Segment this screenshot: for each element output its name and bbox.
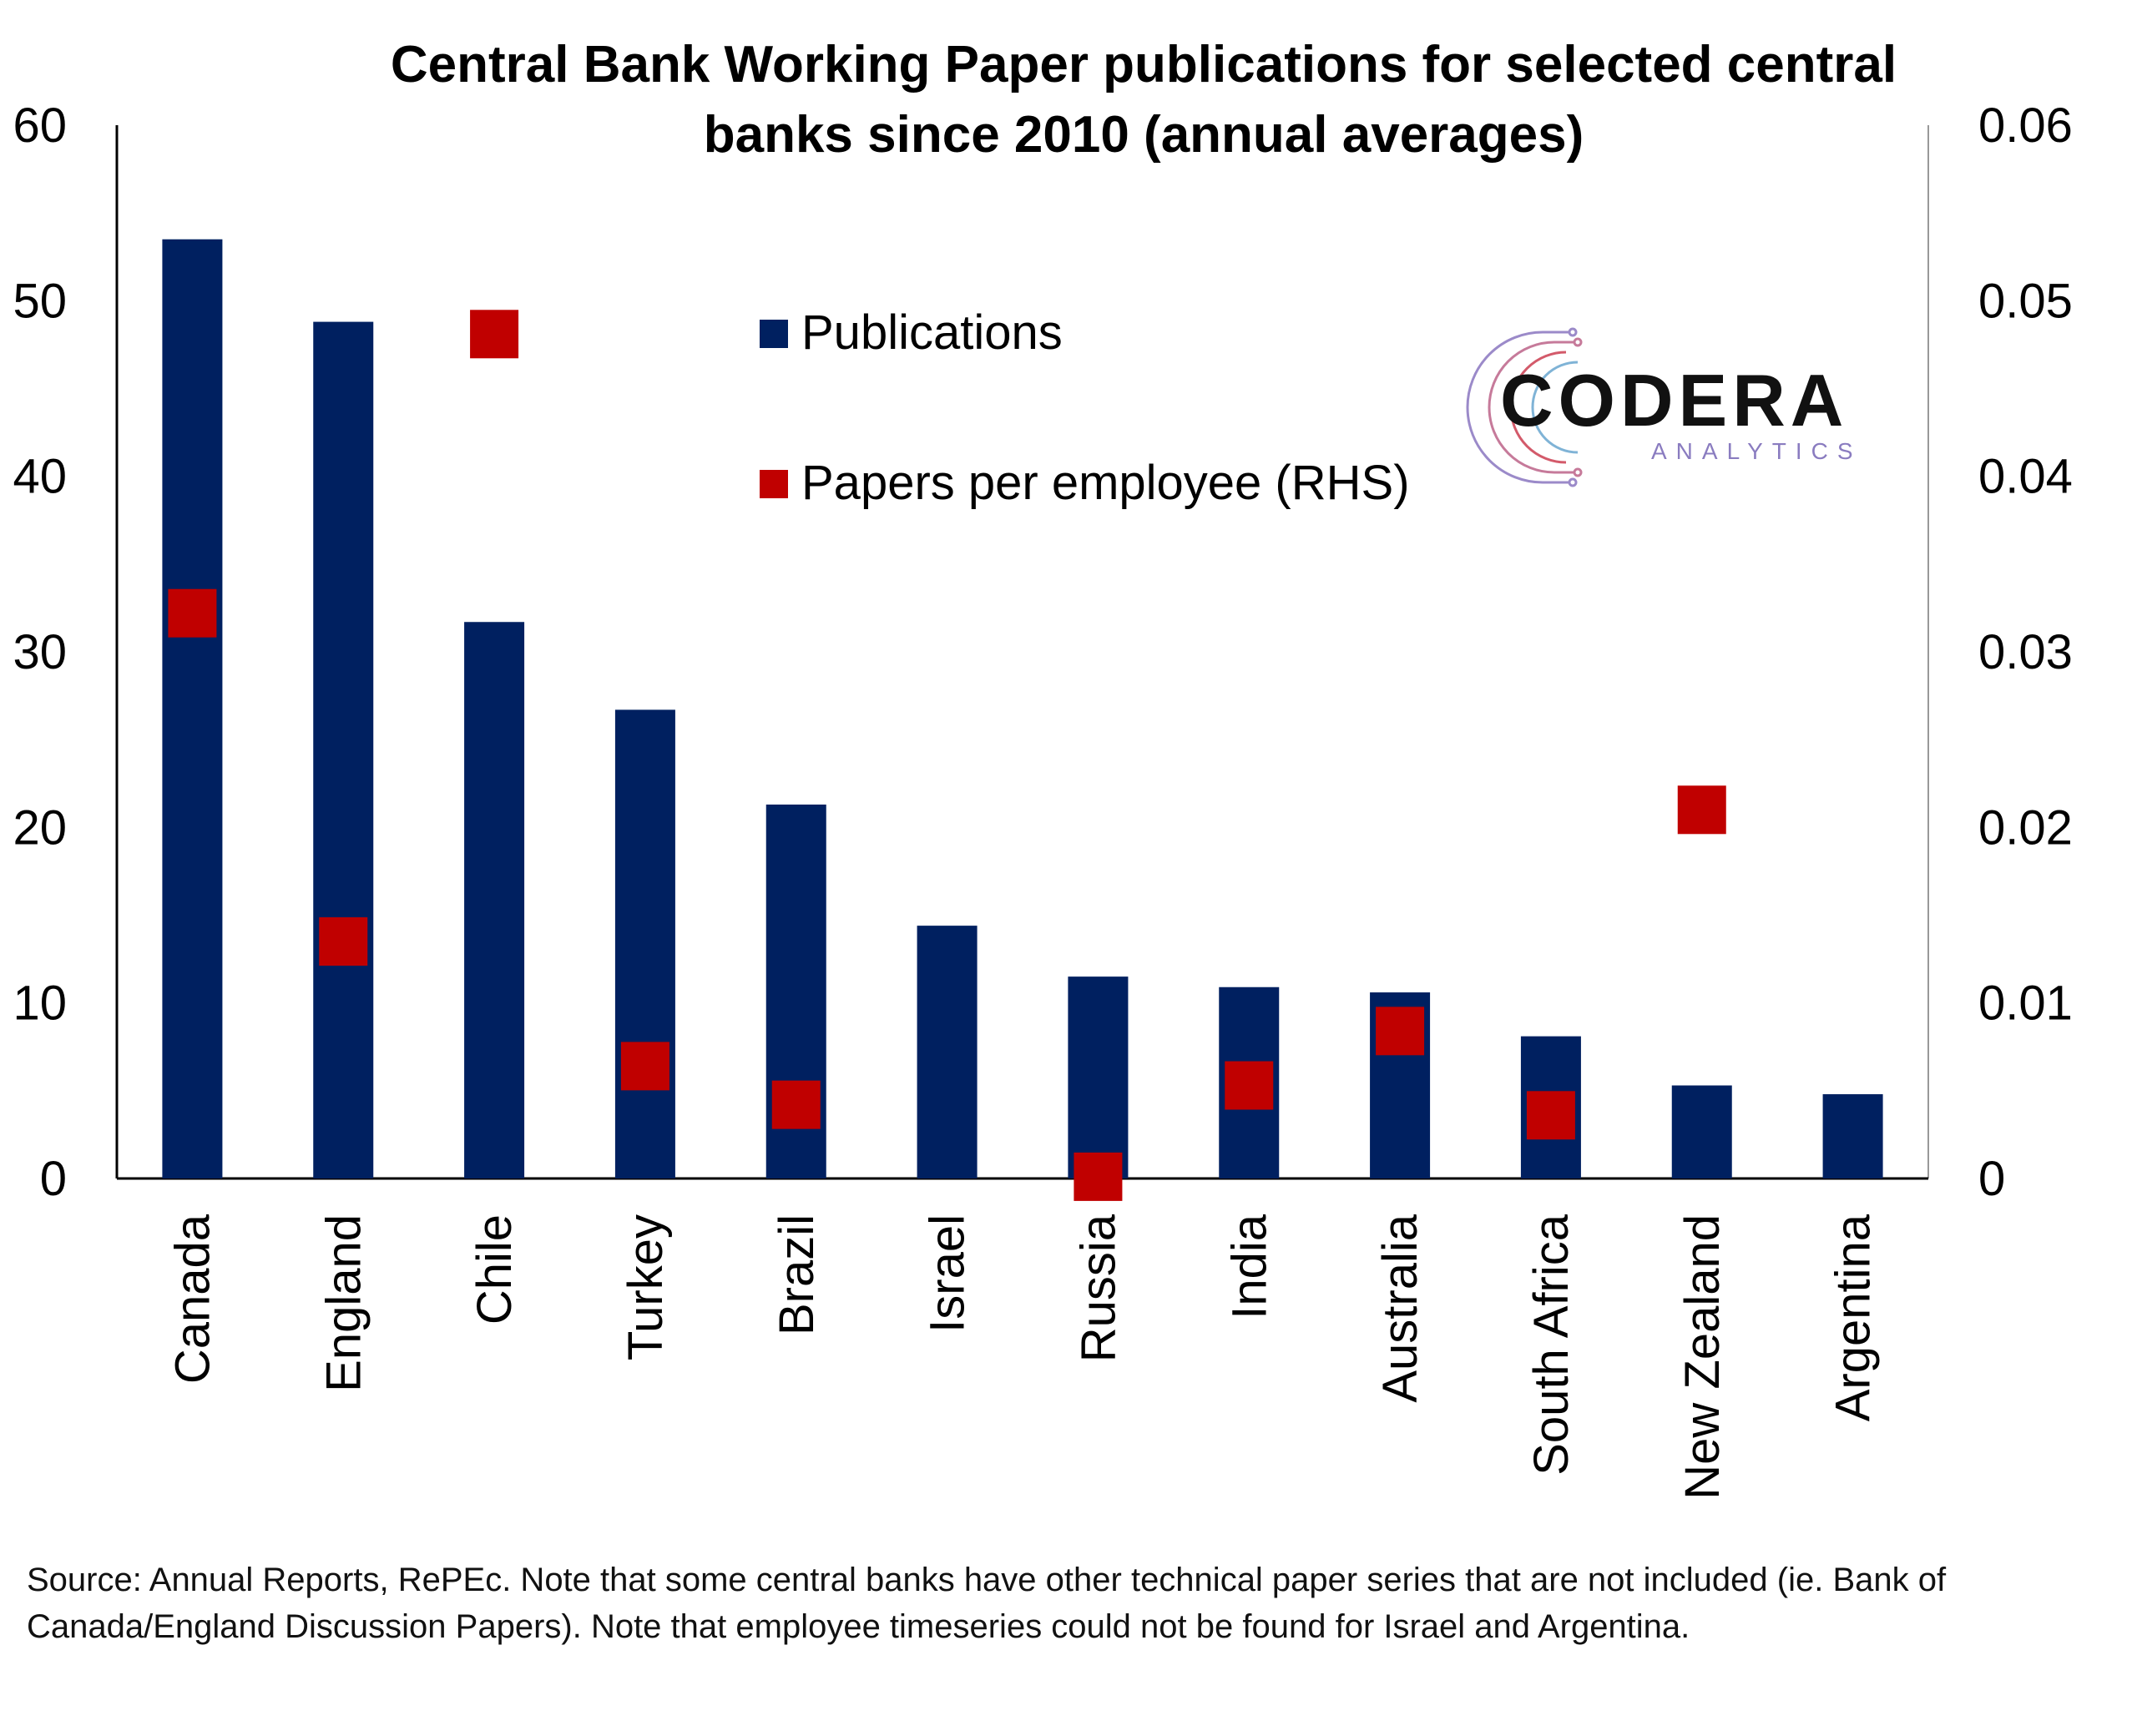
legend-label-papers-per-employee: Papers per employee (RHS) <box>801 456 1410 510</box>
left-tick-label: 20 <box>13 800 67 855</box>
right-tick-label: 0.06 <box>1978 98 2073 153</box>
logo-wordmark: CODERA <box>1500 359 1848 442</box>
right-tick-label: 0.01 <box>1978 976 2073 1031</box>
category-label: Chile <box>467 1214 522 1325</box>
right-tick-label: 0.04 <box>1978 450 2073 504</box>
logo-circuit-mark <box>1466 327 1583 487</box>
left-tick-label: 0 <box>40 1152 67 1206</box>
left-tick-label: 50 <box>13 274 67 328</box>
codera-logo: CODERA ANALYTICS <box>1466 327 1862 487</box>
papers-per-employee-marker <box>620 1042 669 1091</box>
source-note: Source: Annual Reports, RePEc. Note that… <box>27 1562 1947 1645</box>
publications-bar <box>464 622 525 1178</box>
category-label: South Africa <box>1524 1214 1579 1475</box>
left-tick-label: 40 <box>13 450 67 504</box>
left-tick-label: 60 <box>13 98 67 153</box>
right-tick-label: 0 <box>1978 1152 2005 1206</box>
chart-title-line-1: Central Bank Working Paper publications … <box>391 36 1897 93</box>
category-labels: Canada England Chile Turkey Brazil Israel Russ… <box>165 1214 1880 1499</box>
legend-swatch-publications <box>760 320 788 348</box>
left-tick-label: 30 <box>13 625 67 679</box>
category-label: Russia <box>1071 1214 1125 1362</box>
papers-per-employee-marker <box>470 310 519 359</box>
papers-per-employee-marker <box>168 588 217 638</box>
right-tick-label: 0.02 <box>1978 800 2073 855</box>
right-tick-label: 0.05 <box>1978 274 2073 328</box>
papers-per-employee-marker <box>1225 1061 1274 1110</box>
legend-label-publications: Publications <box>801 305 1063 360</box>
publications-bar <box>313 321 374 1178</box>
publications-bar <box>1822 1094 1883 1178</box>
category-label: Israel <box>921 1214 975 1333</box>
papers-per-employee-marker <box>1074 1152 1123 1201</box>
papers-per-employee-marker <box>771 1080 821 1129</box>
papers-per-employee-marker <box>1677 785 1726 835</box>
publications-bars <box>162 239 1883 1178</box>
right-axis-ticks: 0 0.01 0.02 0.03 0.04 0.05 0.06 <box>1978 98 2073 1206</box>
chart: Central Bank Working Paper publications … <box>13 36 2073 1500</box>
papers-per-employee-marker <box>1376 1007 1425 1056</box>
publications-bar <box>1068 976 1129 1178</box>
publications-bar <box>614 709 675 1178</box>
chart-title: Central Bank Working Paper publications … <box>391 36 1897 164</box>
left-axis-ticks: 0 10 20 30 40 50 60 <box>13 98 67 1206</box>
papers-per-employee-marker <box>1526 1091 1575 1140</box>
category-label: India <box>1222 1214 1276 1320</box>
category-label: Brazil <box>770 1214 824 1335</box>
publications-bar <box>917 926 978 1178</box>
category-label: Argentina <box>1826 1214 1881 1421</box>
chart-title-line-2: banks since 2010 (annual averages) <box>704 106 1584 164</box>
category-label: Australia <box>1373 1214 1427 1402</box>
legend-swatch-papers-per-employee <box>760 470 788 498</box>
category-label: Canada <box>165 1214 220 1384</box>
logo-tagline: ANALYTICS <box>1651 438 1862 464</box>
left-tick-label: 10 <box>13 976 67 1031</box>
papers-per-employee-marker <box>319 917 368 966</box>
category-label: England <box>316 1214 371 1392</box>
legend: Publications Papers per employee (RHS) <box>760 305 1410 510</box>
right-tick-label: 0.03 <box>1978 625 2073 679</box>
category-label: Turkey <box>619 1214 673 1360</box>
category-label: New Zealand <box>1675 1214 1730 1500</box>
publications-bar <box>1671 1085 1732 1178</box>
chart-axes <box>115 125 1929 1180</box>
publications-bar <box>162 239 223 1178</box>
papers-per-employee-markers <box>168 310 1726 1201</box>
